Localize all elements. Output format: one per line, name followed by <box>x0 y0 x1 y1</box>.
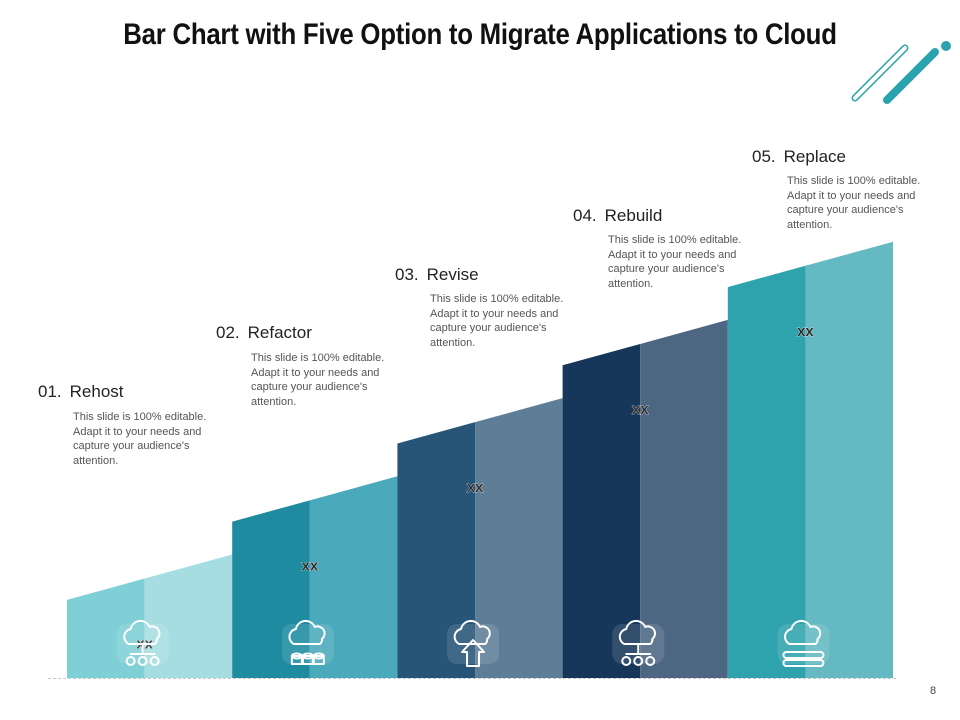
step-name: Rehost <box>69 382 124 401</box>
step-name: Revise <box>426 265 479 284</box>
step-label-rehost: 01. Rehost <box>38 382 124 402</box>
value-label-refactor: xx <box>302 557 319 574</box>
baseline <box>48 678 896 679</box>
cloud-database-icon <box>281 619 334 665</box>
bar-refactor-right <box>309 476 398 678</box>
step-name: Refactor <box>247 323 312 342</box>
step-label-revise: 03. Revise <box>395 265 479 285</box>
step-description-replace: This slide is 100% editable. Adapt it to… <box>787 175 921 231</box>
decorative-lines-icon <box>851 41 951 104</box>
step-description-rebuild: This slide is 100% editable. Adapt it to… <box>608 234 742 290</box>
step-number: 02. <box>216 323 240 342</box>
slide-title: Bar Chart with Five Option to Migrate Ap… <box>123 18 837 51</box>
step-number: 04. <box>573 206 597 225</box>
step-description-revise: This slide is 100% editable. Adapt it to… <box>430 293 564 349</box>
step-number: 03. <box>395 265 419 284</box>
bar-rebuild-right <box>640 319 728 678</box>
bar-rebuild-left <box>562 343 641 678</box>
bar-replace-left <box>727 265 806 678</box>
bar-replace-right <box>805 241 893 678</box>
step-label-refactor: 02. Refactor <box>216 323 312 343</box>
step-description-refactor: This slide is 100% editable. Adapt it to… <box>251 352 385 408</box>
value-label-rebuild: xx <box>632 401 649 418</box>
page-number: 8 <box>930 685 937 697</box>
cloud-network-icon <box>116 619 169 666</box>
step-name: Replace <box>783 147 847 166</box>
value-label-revise: xx <box>467 479 484 496</box>
step-label-replace: 05. Replace <box>752 147 846 167</box>
step-description-rehost: This slide is 100% editable. Adapt it to… <box>73 411 207 467</box>
bar-revise-left <box>397 422 476 678</box>
step-number: 05. <box>752 147 776 166</box>
step-number: 01. <box>38 382 62 401</box>
bar-rehost-right <box>144 554 233 678</box>
bar-revise-right <box>475 398 563 678</box>
step-label-rebuild: 04. Rebuild <box>573 206 662 226</box>
cloud-upload-icon <box>447 619 500 667</box>
value-label-replace: xx <box>797 323 814 340</box>
cloud-storage-icon <box>777 619 830 667</box>
bar-rehost-left <box>67 578 145 678</box>
cloud-network-icon <box>612 619 665 666</box>
step-name: Rebuild <box>604 206 663 225</box>
